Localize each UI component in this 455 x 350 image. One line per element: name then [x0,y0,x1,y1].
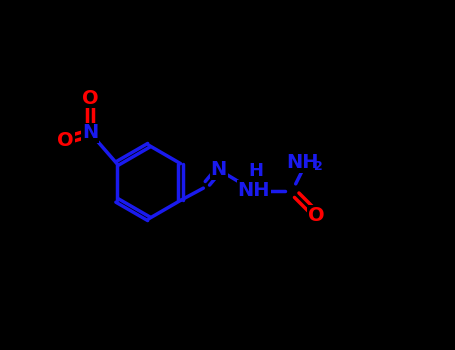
Text: H: H [248,162,263,181]
Text: NH: NH [287,153,319,172]
Text: N: N [82,124,98,142]
Text: O: O [82,89,99,107]
Text: N: N [211,160,227,179]
Text: 2: 2 [314,160,323,174]
Text: O: O [57,131,74,149]
Text: O: O [308,206,325,225]
Text: NH: NH [238,181,270,200]
